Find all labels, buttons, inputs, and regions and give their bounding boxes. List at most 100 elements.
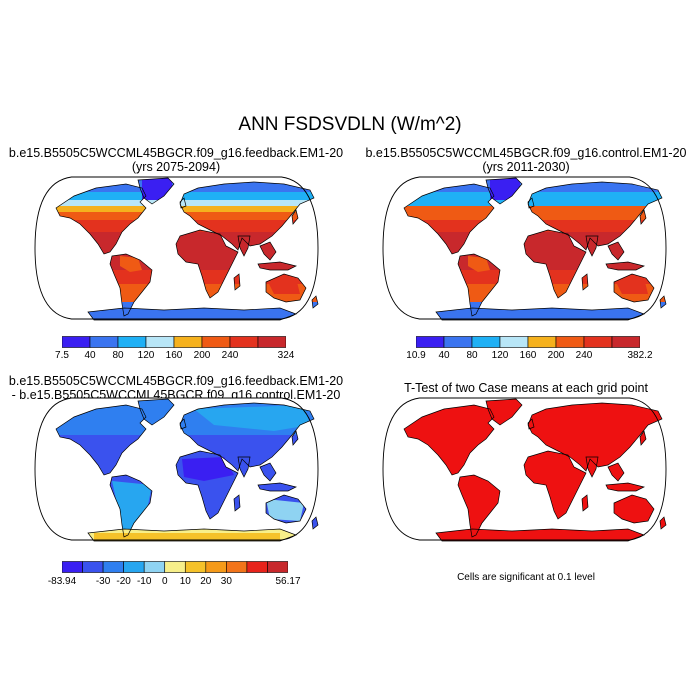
panel2-colorbar — [416, 336, 640, 348]
colorbar-box — [184, 561, 207, 573]
panel2-colorbar-labels: 10.9 40 80 120 160 200 240 382.2 — [406, 350, 652, 364]
coastline-uk — [527, 197, 535, 209]
coastline-indonesia — [257, 482, 298, 492]
colorbar-tick-label: 30 — [220, 576, 232, 587]
map-border — [34, 397, 319, 541]
colorbar-tick-label: -30 — [95, 576, 111, 587]
colorbar-tick-label: 200 — [193, 350, 211, 361]
colorbar-box — [123, 561, 145, 573]
colorbar-box — [117, 336, 147, 348]
coastline-antarctica — [435, 307, 645, 321]
coastline-india — [585, 235, 599, 257]
colorbar-tick-label: 240 — [221, 350, 239, 361]
panel2-title: b.e15.B5505C5WCCML45BGCR.f09_g16.control… — [352, 146, 700, 174]
panel3-map — [34, 397, 319, 542]
coastline-uk — [179, 418, 187, 430]
panel2-title-line2: (yrs 2011-2030) — [482, 160, 570, 174]
land-band — [56, 206, 318, 212]
significance-note: Cells are significant at 0.1 level — [457, 572, 595, 583]
colorbar-tick-label: 80 — [112, 350, 124, 361]
colorbar-tick-label: 240 — [575, 350, 593, 361]
antarctic-core — [94, 533, 280, 541]
coastline-namerica — [403, 183, 495, 255]
panel1-map — [34, 176, 319, 321]
coastline-australia — [613, 273, 655, 303]
colorbar-box — [143, 561, 166, 573]
coastline-japan — [291, 209, 299, 225]
map-border — [34, 176, 319, 320]
coastline-australia — [265, 273, 307, 303]
colorbar-box — [443, 336, 473, 348]
colorbar-box — [257, 336, 286, 348]
coastline-eurasia — [527, 402, 663, 472]
siberia-region — [194, 405, 310, 431]
colorbar-box — [611, 336, 640, 348]
coastline-antarctica — [435, 528, 645, 542]
coastline-antarctica — [87, 528, 297, 542]
coastline-australia — [265, 494, 307, 524]
amazon-region — [120, 256, 142, 272]
colorbar-tick-label: 80 — [466, 350, 478, 361]
land-band — [56, 192, 318, 200]
coastline-madagascar — [233, 494, 241, 512]
panel1-title-line2: (yrs 2075-2094) — [131, 160, 221, 174]
australia-region — [266, 499, 304, 521]
coastline-africa — [175, 229, 239, 299]
colorbar-tick-label: 10 — [179, 576, 191, 587]
coastline-india — [237, 235, 251, 257]
colorbar-tick-label: 40 — [438, 350, 450, 361]
figure-title: ANN FSDSVDLN (W/m^2) — [238, 114, 462, 135]
colorbar-tick-label: 120 — [491, 350, 509, 361]
colorbar-tick-label: 200 — [547, 350, 565, 361]
coastline-nz — [311, 516, 319, 530]
coastline-japan — [639, 209, 647, 225]
colorbar-box — [201, 336, 231, 348]
greenland-region — [142, 178, 172, 200]
colorbar-tick-label: 120 — [137, 350, 155, 361]
coastline-antarctica — [87, 307, 297, 321]
coastline-seasia — [259, 462, 277, 482]
colorbar-tick-label: 382.2 — [627, 350, 653, 361]
panel4-title-line1: T-Test of two Case means at each grid po… — [404, 381, 648, 395]
colorbar-box — [471, 336, 501, 348]
colorbar-box — [89, 336, 119, 348]
colorbar-tick-label: 56.17 — [275, 576, 301, 587]
panel2-map — [382, 176, 667, 321]
coastline-indonesia — [257, 261, 298, 271]
coastline-indonesia — [605, 482, 646, 492]
colorbar-box — [583, 336, 613, 348]
coastline-greenland — [485, 177, 523, 205]
colorbar-box — [205, 561, 227, 573]
land-band — [404, 192, 666, 200]
map-border — [382, 397, 667, 541]
coastline-greenland — [137, 177, 175, 205]
coastline-india — [237, 456, 251, 478]
colorbar-tick-label: 20 — [200, 576, 212, 587]
colorbar-tick-label: -83.94 — [47, 576, 77, 587]
coastline-nz — [659, 295, 667, 309]
colorbar-tick-label: 0 — [161, 576, 168, 587]
colorbar-tick-label: 324 — [277, 350, 295, 361]
colorbar-box — [555, 336, 585, 348]
coastline-africa — [175, 450, 239, 520]
colorbar-box — [145, 336, 175, 348]
panel1-title-line1: b.e15.B5505C5WCCML45BGCR.f09_g16.feedbac… — [8, 146, 344, 160]
colorbar-box — [164, 561, 186, 573]
panel3-title-line1: b.e15.B5505C5WCCML45BGCR.f09_g16.feedbac… — [8, 374, 344, 388]
colorbar-tick-label: 160 — [165, 350, 183, 361]
coastline-namerica — [403, 404, 495, 476]
coastline-india — [585, 456, 599, 478]
coastline-japan — [639, 430, 647, 446]
amazon-region — [468, 256, 490, 272]
colorbar-box — [226, 561, 248, 573]
colorbar-box — [527, 336, 557, 348]
colorbar-tick-label: -20 — [116, 576, 131, 587]
colorbar-box — [62, 561, 83, 573]
panel4-title: T-Test of two Case means at each grid po… — [352, 381, 700, 395]
sahara-region — [182, 457, 234, 481]
colorbar-box — [229, 336, 259, 348]
colorbar-box — [102, 561, 124, 573]
coastline-seasia — [607, 241, 625, 261]
land-band — [404, 200, 666, 206]
colorbar-box — [416, 336, 445, 348]
